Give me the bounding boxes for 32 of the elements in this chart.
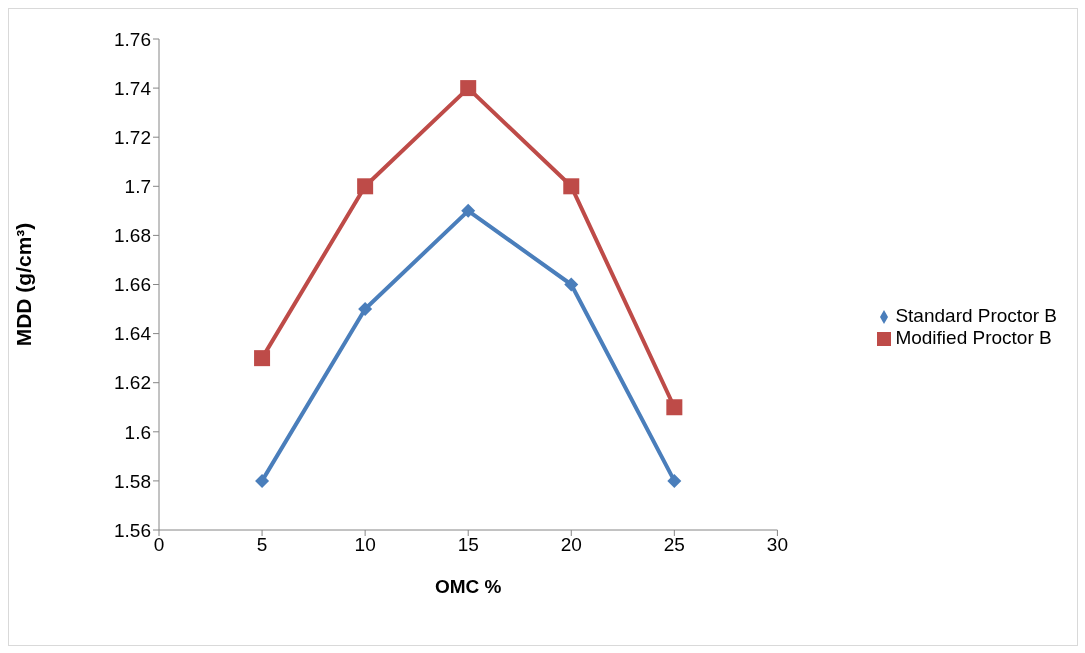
x-tick-label: 0 xyxy=(153,534,165,556)
y-tick-label: 1.7 xyxy=(124,176,151,198)
point xyxy=(564,277,579,292)
x-tick-label: 25 xyxy=(663,534,685,556)
y-tick-label: 1.76 xyxy=(114,28,151,50)
y-tick-label: 1.72 xyxy=(114,126,151,148)
y-tick-label: 1.6 xyxy=(124,421,151,443)
x-axis-title: OMC % xyxy=(434,576,502,598)
point xyxy=(461,203,476,218)
point xyxy=(460,80,477,97)
x-tick-label: 20 xyxy=(560,534,582,556)
y-tick-label: 1.58 xyxy=(114,470,151,492)
y-tick-label: 1.68 xyxy=(114,225,151,247)
x-tick-label: 5 xyxy=(256,534,268,556)
x-tick-label: 30 xyxy=(766,534,788,556)
y-tick-label: 1.56 xyxy=(114,519,151,541)
y-tick-label: 1.66 xyxy=(114,274,151,296)
y-tick-label: 1.62 xyxy=(114,372,151,394)
point xyxy=(667,473,682,488)
point xyxy=(357,178,374,195)
y-axis-title: MDD (g/cm³) xyxy=(12,222,36,347)
point xyxy=(666,399,683,416)
y-tick-label: 1.64 xyxy=(114,323,152,345)
y-tick-label: 1.74 xyxy=(114,77,152,99)
point xyxy=(563,178,580,195)
point xyxy=(358,302,373,317)
legend-label: Modified Proctor B xyxy=(895,327,1052,348)
point xyxy=(255,473,270,488)
legend-label: Standard Proctor B xyxy=(895,305,1057,326)
x-tick-label: 10 xyxy=(354,534,376,556)
point xyxy=(254,350,271,367)
x-tick-label: 15 xyxy=(457,534,479,556)
